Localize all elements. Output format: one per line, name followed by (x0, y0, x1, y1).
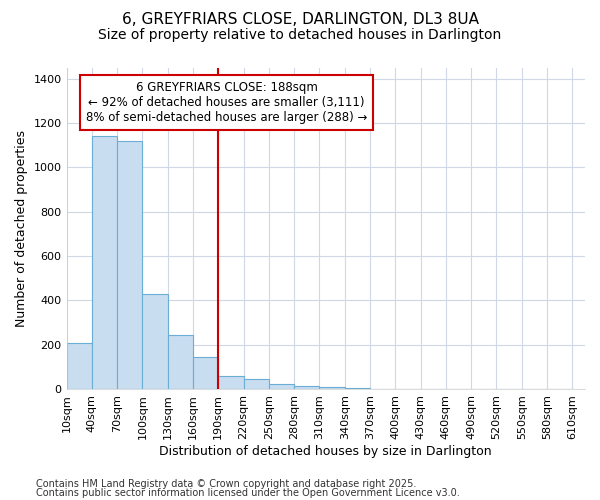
Bar (142, 294, 168, 389)
Bar (117, 140, 142, 389)
Bar (244, 379, 269, 389)
Y-axis label: Number of detached properties: Number of detached properties (15, 130, 28, 327)
Text: 6 GREYFRIARS CLOSE: 188sqm
← 92% of detached houses are smaller (3,111)
8% of se: 6 GREYFRIARS CLOSE: 188sqm ← 92% of deta… (86, 81, 367, 124)
X-axis label: Distribution of detached houses by size in Darlington: Distribution of detached houses by size … (160, 444, 492, 458)
Text: Contains HM Land Registry data © Crown copyright and database right 2025.: Contains HM Land Registry data © Crown c… (36, 479, 416, 489)
Bar (218, 376, 244, 389)
Bar (345, 388, 370, 389)
Bar (92, 136, 117, 389)
Text: Size of property relative to detached houses in Darlington: Size of property relative to detached ho… (98, 28, 502, 42)
Bar (168, 334, 193, 389)
Bar (193, 357, 218, 389)
Bar (294, 386, 319, 389)
Bar (269, 384, 294, 389)
Text: 6, GREYFRIARS CLOSE, DARLINGTON, DL3 8UA: 6, GREYFRIARS CLOSE, DARLINGTON, DL3 8UA (121, 12, 479, 28)
Text: Contains public sector information licensed under the Open Government Licence v3: Contains public sector information licen… (36, 488, 460, 498)
Bar (319, 387, 345, 389)
Bar (67, 342, 92, 389)
